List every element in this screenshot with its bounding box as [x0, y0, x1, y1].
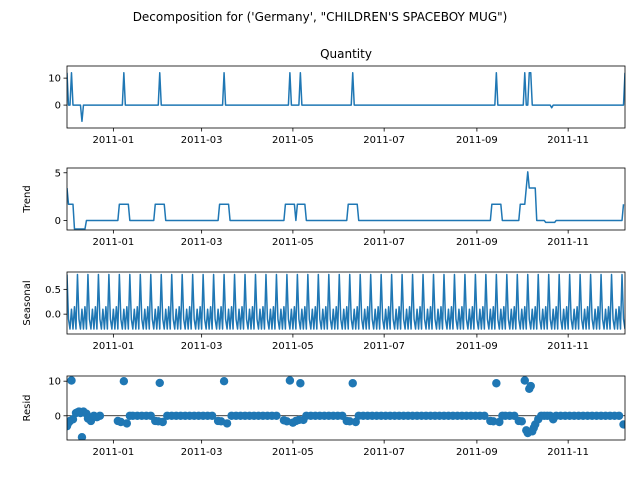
y-tick-label: 0.0: [45, 310, 61, 321]
resid-point: [68, 415, 78, 424]
axes-frame: [66, 271, 626, 335]
x-tick-label: 2011-09: [456, 135, 498, 146]
x-tick-label: 2011-07: [363, 447, 405, 458]
series-line: [67, 171, 625, 230]
resid-point: [348, 379, 357, 388]
resid-point: [207, 411, 217, 420]
resid-panel: 2011-01 2011-03 2011-05 2011-07 2011-09 2011-…: [22, 375, 626, 458]
axes-frame: [66, 167, 626, 231]
x-tick-label: 2011-01: [92, 237, 134, 248]
resid-point: [77, 433, 87, 440]
x-tick-label: 2011-07: [363, 135, 405, 146]
axes-frame: [66, 375, 626, 441]
y-tick-label: 10: [48, 377, 61, 388]
series-line: [67, 273, 625, 330]
plot-area: [67, 171, 625, 230]
resid-point: [272, 411, 281, 420]
x-tick-label: 2011-05: [272, 341, 314, 352]
resid-point: [285, 376, 295, 385]
resid-point: [222, 419, 232, 428]
y-tick-label: 10: [48, 74, 61, 85]
x-tick-label: 2011-03: [181, 135, 223, 146]
x-tick-label: 2011-11: [547, 135, 589, 146]
x-tick-label: 2011-01: [92, 135, 134, 146]
resid-point: [296, 379, 305, 388]
x-tick-label: 2011-05: [272, 237, 314, 248]
x-tick-label: 2011-03: [181, 341, 223, 352]
resid-point: [520, 376, 529, 385]
y-tick-label: 0: [55, 411, 61, 422]
resid-point: [95, 411, 105, 420]
x-tick-label: 2011-07: [363, 341, 405, 352]
series-line: [67, 71, 625, 123]
x-tick-label: 2011-05: [272, 447, 314, 458]
x-tick-label: 2011-05: [272, 135, 314, 146]
plot-area: [67, 376, 625, 440]
plot-area: [67, 71, 625, 123]
x-tick-label: 2011-11: [547, 341, 589, 352]
resid-point: [517, 417, 526, 426]
resid-point: [526, 381, 535, 391]
quantity-panel: 2011-01 2011-03 2011-05 2011-07 2011-09 2011-…: [48, 47, 626, 146]
resid-point: [219, 376, 229, 386]
x-tick-label: 2011-03: [181, 237, 223, 248]
y-tick-label: 0: [55, 101, 61, 112]
resid-point: [495, 417, 504, 427]
panel-ylabel: Trend: [22, 185, 33, 213]
panel-ylabel: Resid: [22, 395, 33, 422]
x-tick-label: 2011-11: [547, 447, 589, 458]
x-tick-label: 2011-07: [363, 237, 405, 248]
figure-suptitle: Decomposition for ('Germany', "CHILDREN'…: [133, 10, 508, 24]
axes-frame: [66, 65, 626, 129]
x-tick-label: 2011-01: [92, 447, 134, 458]
x-tick-label: 2011-09: [456, 237, 498, 248]
x-tick-label: 2011-11: [547, 237, 589, 248]
resid-point: [480, 411, 489, 420]
resid-point: [492, 379, 501, 388]
resid-point: [619, 420, 625, 429]
x-tick-label: 2011-03: [181, 447, 223, 458]
plot-area: [67, 273, 625, 330]
resid-point: [351, 417, 360, 427]
resid-point: [119, 376, 129, 386]
x-tick-label: 2011-09: [456, 341, 498, 352]
x-tick-label: 2011-09: [456, 447, 498, 458]
trend-panel: 2011-01 2011-03 2011-05 2011-07 2011-09 2011-…: [22, 167, 626, 248]
resid-point: [158, 417, 167, 427]
resid-point: [67, 376, 76, 385]
y-tick-label: 5: [55, 168, 61, 179]
resid-point: [155, 378, 164, 388]
seasonal-panel: 2011-01 2011-03 2011-05 2011-07 2011-09 2011-…: [22, 271, 626, 352]
resid-point: [614, 411, 624, 420]
y-tick-label: 0.5: [45, 285, 61, 296]
x-tick-label: 2011-01: [92, 341, 134, 352]
resid-point: [122, 419, 132, 428]
panel-title: Quantity: [320, 47, 372, 61]
panel-ylabel: Seasonal: [22, 280, 33, 325]
y-tick-label: 0: [55, 216, 61, 227]
